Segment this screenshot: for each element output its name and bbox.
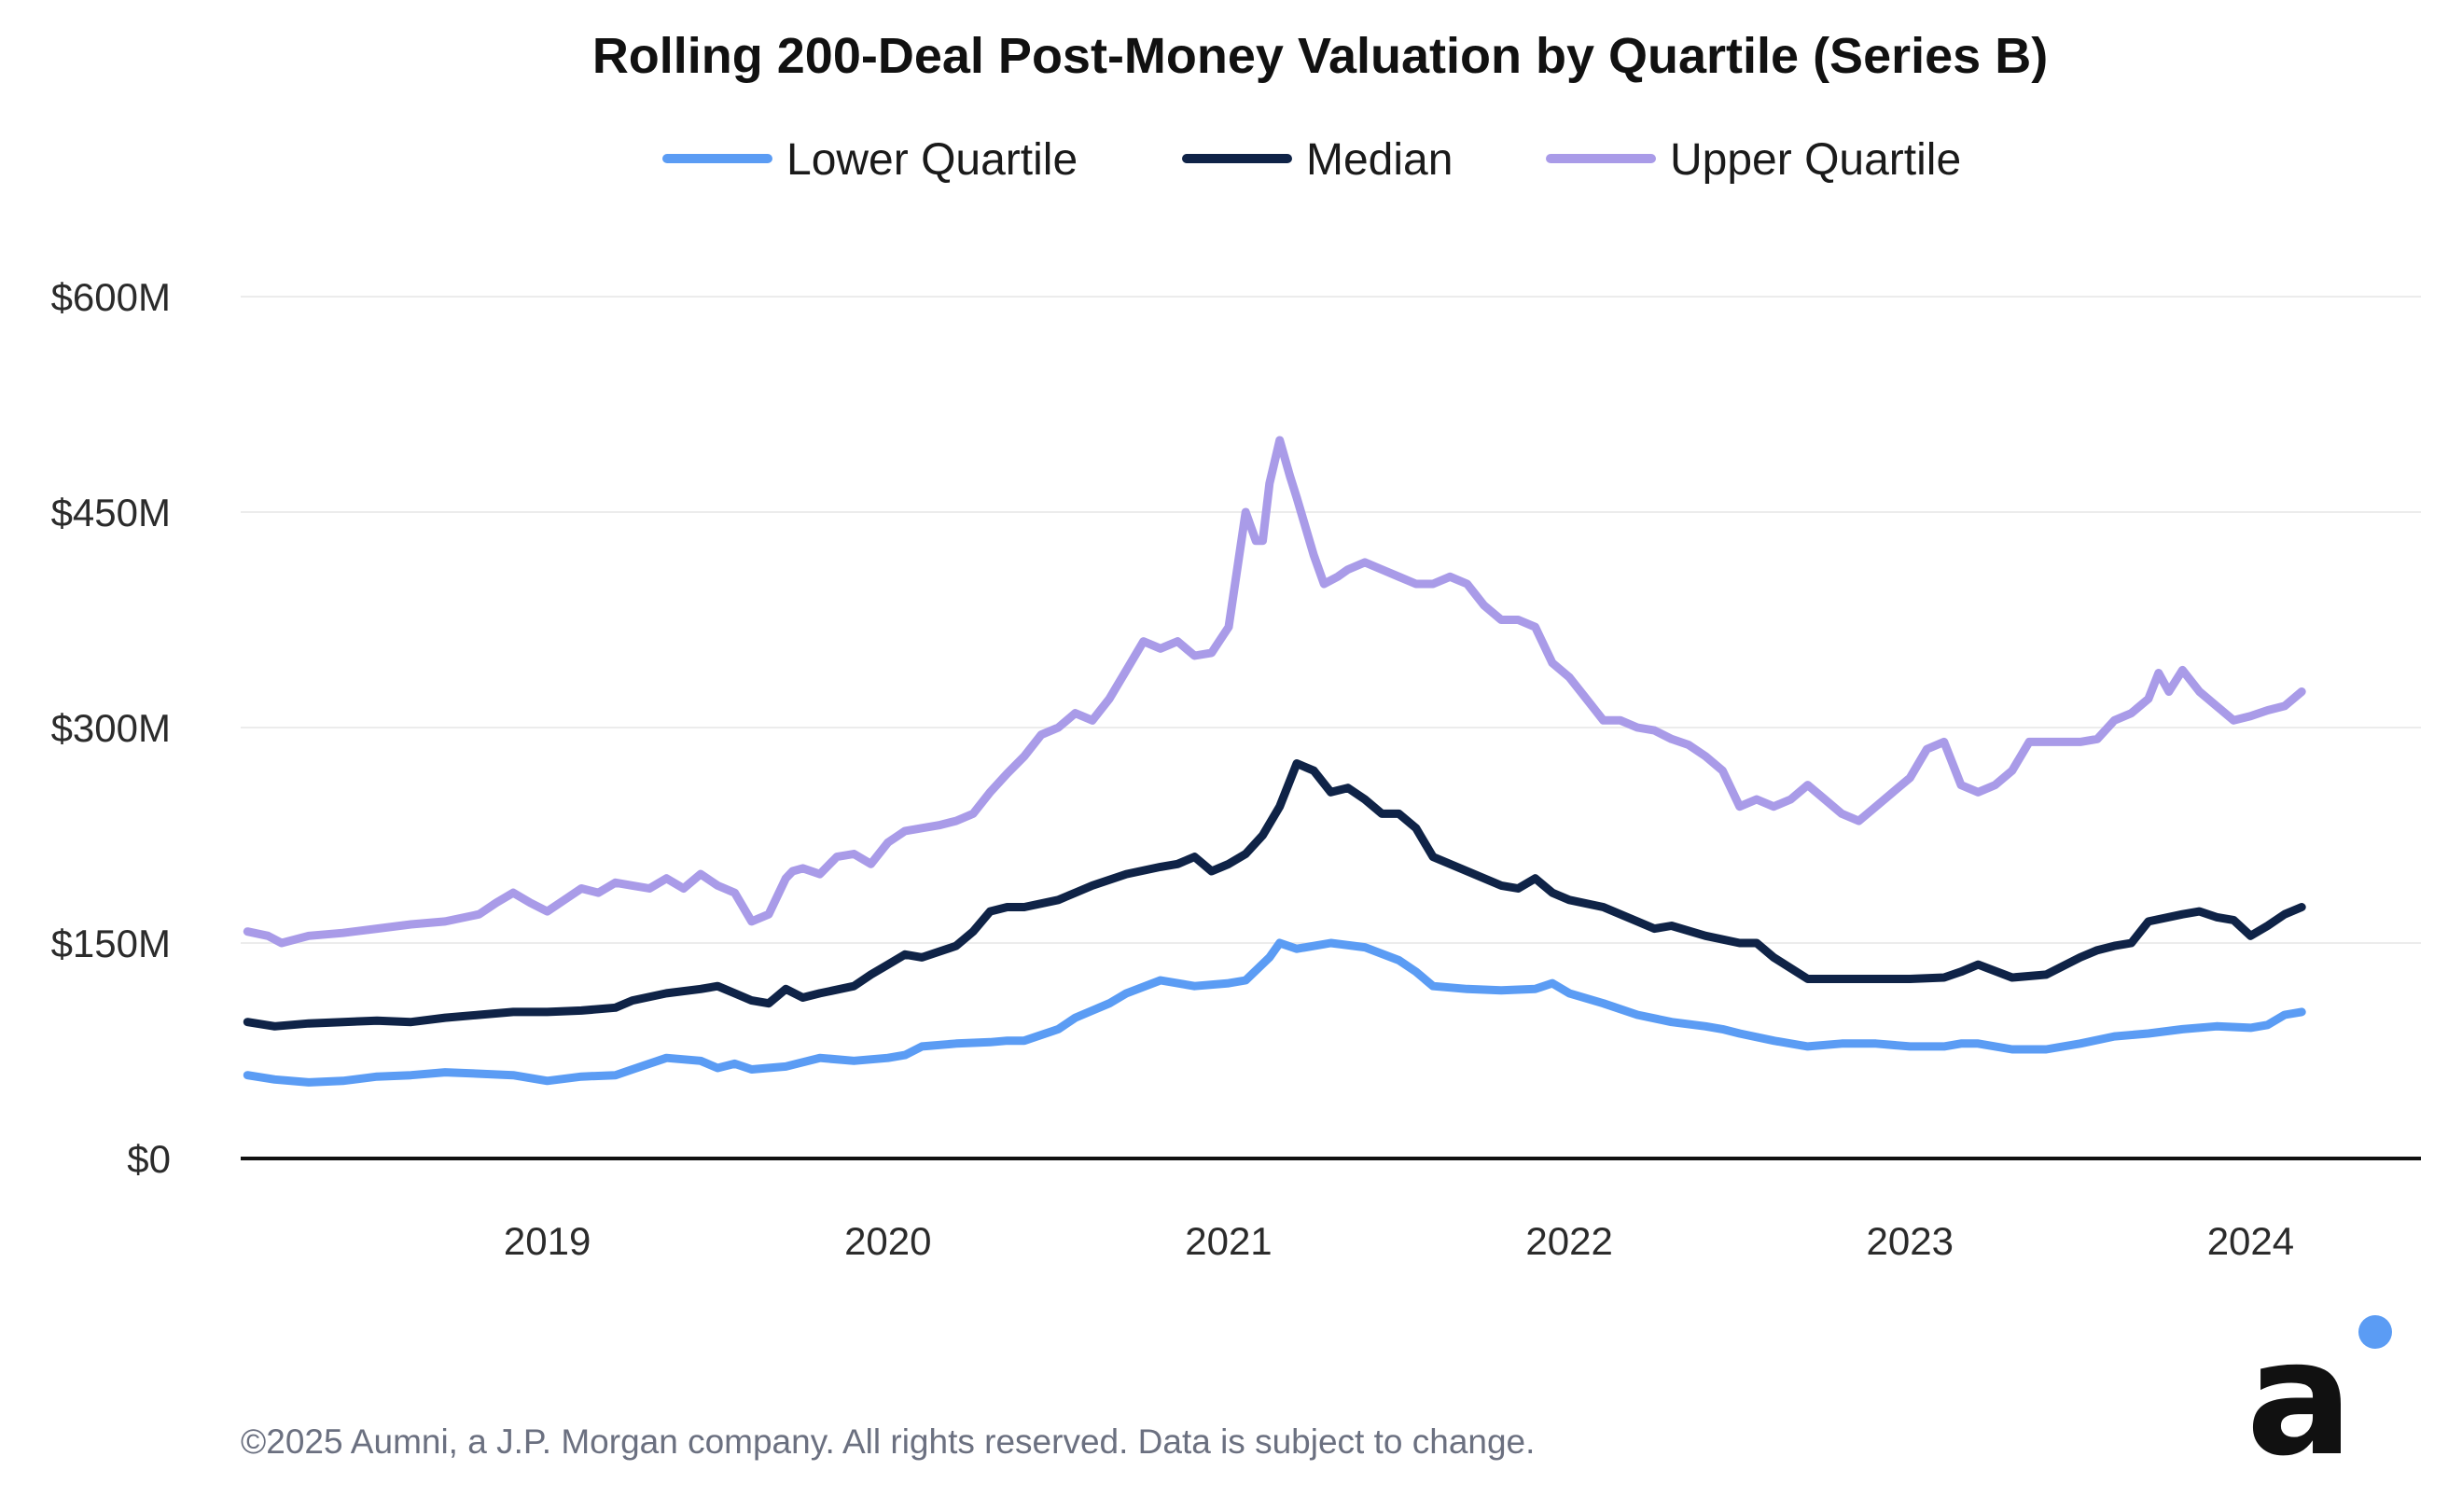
y-tick-label: $300M — [51, 706, 171, 750]
chart-title: Rolling 200-Deal Post-Money Valuation by… — [592, 28, 2048, 84]
gridlines — [241, 296, 2421, 944]
y-tick-label: $0 — [127, 1137, 171, 1181]
legend: Lower Quartile Median Upper Quartile — [662, 135, 1961, 185]
legend-label-median: Median — [1306, 135, 1453, 185]
legend-item-upper-quartile: Upper Quartile — [1546, 135, 1961, 185]
x-tick-label: 2024 — [2207, 1219, 2294, 1263]
x-tick-label: 2019 — [504, 1219, 591, 1263]
legend-label-upper-quartile: Upper Quartile — [1670, 135, 1961, 185]
x-tick-label: 2022 — [1525, 1219, 1612, 1263]
x-tick-label: 2023 — [1867, 1219, 1954, 1263]
legend-item-lower-quartile: Lower Quartile — [662, 135, 1078, 185]
footer-copyright: ©2025 Aumni, a J.P. Morgan company. All … — [241, 1422, 1535, 1461]
x-tick-label: 2020 — [844, 1219, 931, 1263]
x-tick-label: 2021 — [1185, 1219, 1272, 1263]
y-tick-label: $150M — [51, 922, 171, 965]
y-axis-ticks: $0 $150M $300M $450M $600M — [51, 275, 171, 1181]
logo-mark: a — [2246, 1307, 2354, 1491]
aumni-logo: a — [2246, 1307, 2392, 1491]
legend-item-median: Median — [1182, 135, 1453, 185]
x-axis-ticks: 2019 2020 2021 2022 2023 2024 — [504, 1219, 2294, 1263]
logo-dot — [2358, 1315, 2392, 1349]
y-tick-label: $600M — [51, 275, 171, 319]
series-line-upper — [243, 436, 2306, 948]
legend-label-lower-quartile: Lower Quartile — [786, 135, 1078, 185]
series-lines — [243, 436, 2306, 1087]
series-line-median — [243, 759, 2306, 1031]
series-line-lower — [243, 938, 2306, 1087]
y-tick-label: $450M — [51, 491, 171, 534]
